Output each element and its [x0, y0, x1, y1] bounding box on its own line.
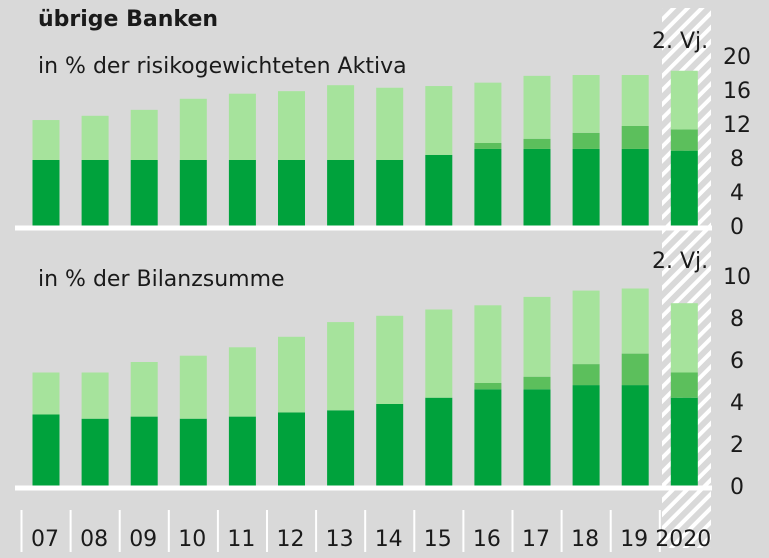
- bar-segment: [523, 389, 551, 488]
- bar-segment: [572, 75, 600, 133]
- annotation: 2. Vj.: [652, 29, 708, 54]
- bar-segment: [228, 347, 256, 417]
- bar-segment: [523, 376, 551, 390]
- y-tick-label: 12: [723, 113, 751, 138]
- bar-segment: [474, 148, 502, 228]
- bar-segment: [670, 303, 698, 373]
- x-tick-label: 17: [522, 527, 550, 552]
- bar-segment: [474, 383, 502, 390]
- y-tick-label: 6: [730, 349, 744, 374]
- bar-segment: [32, 414, 60, 488]
- x-tick-label: 13: [326, 527, 354, 552]
- y-tick-label: 10: [723, 265, 751, 290]
- bar-segment: [376, 315, 404, 404]
- bar-segment: [32, 160, 60, 228]
- bar-segment: [425, 154, 453, 228]
- bar-segment: [179, 418, 207, 488]
- bar-segment: [621, 353, 649, 386]
- bar-segment: [670, 397, 698, 488]
- bar-segment: [81, 160, 109, 228]
- bar-segment: [523, 138, 551, 149]
- y-tick-label: 0: [730, 475, 744, 500]
- y-tick-label: 8: [730, 307, 744, 332]
- bar-segment: [425, 86, 453, 155]
- bar-segment: [278, 412, 305, 488]
- x-tick-label: 12: [277, 527, 305, 552]
- x-tick-label: 08: [80, 527, 108, 552]
- bar-segment: [179, 355, 207, 419]
- bar-segment: [81, 115, 109, 160]
- bar-segment: [327, 85, 355, 160]
- bar-segment: [278, 160, 305, 228]
- bar-segment: [327, 410, 355, 488]
- bar-segment: [130, 109, 158, 160]
- bar-segment: [474, 305, 502, 383]
- bar-segment: [621, 148, 649, 228]
- y-tick-label: 2: [730, 433, 744, 458]
- bar-segment: [327, 160, 355, 228]
- bar-segment: [425, 309, 453, 398]
- bar-segment: [32, 372, 60, 415]
- bar-segment: [523, 148, 551, 228]
- bar-segment: [278, 91, 305, 160]
- x-tick-label: 11: [227, 527, 255, 552]
- chart-title: übrige Banken: [38, 7, 218, 32]
- bar-segment: [670, 129, 698, 151]
- bar-segment: [572, 290, 600, 365]
- bar-segment: [228, 416, 256, 488]
- bar-segment: [81, 418, 109, 488]
- bar-segment: [670, 70, 698, 130]
- bar-segment: [474, 389, 502, 488]
- bar-segment: [376, 404, 404, 488]
- bar-segment: [278, 336, 305, 413]
- annotation: 2. Vj.: [652, 249, 708, 274]
- x-tick-label: 16: [473, 527, 501, 552]
- y-tick-label: 0: [730, 215, 744, 240]
- x-tick-label: 07: [31, 527, 59, 552]
- bar-segment: [523, 75, 551, 139]
- bar-segment: [474, 82, 502, 143]
- bar-segment: [327, 322, 355, 411]
- x-tick-label: 19: [620, 527, 648, 552]
- bar-segment: [179, 160, 207, 228]
- bar-segment: [228, 93, 256, 160]
- bar-segment: [572, 132, 600, 149]
- bar-segment: [228, 160, 256, 228]
- y-tick-label: 16: [723, 79, 751, 104]
- x-tick-label: 2020: [655, 527, 711, 552]
- bar-segment: [670, 372, 698, 398]
- subtitle: in % der risikogewichteten Aktiva: [38, 54, 407, 79]
- y-tick-label: 8: [730, 147, 744, 172]
- bar-segment: [572, 364, 600, 386]
- x-tick-label: 09: [129, 527, 157, 552]
- bar-segment: [32, 120, 60, 160]
- bar-segment: [621, 75, 649, 126]
- bar-segment: [425, 397, 453, 488]
- x-tick-label: 18: [571, 527, 599, 552]
- bar-segment: [474, 143, 502, 149]
- bar-segment: [376, 160, 404, 228]
- bar-segment: [130, 160, 158, 228]
- x-tick-label: 10: [178, 527, 206, 552]
- subtitle: in % der Bilanzsumme: [38, 267, 285, 292]
- bar-segment: [621, 126, 649, 149]
- bar-segment: [130, 362, 158, 417]
- bar-segment: [81, 372, 109, 419]
- bar-segment: [179, 98, 207, 160]
- bar-segment: [130, 416, 158, 488]
- bar-segment: [572, 385, 600, 488]
- bar-segment: [670, 150, 698, 228]
- x-tick-label: 15: [424, 527, 452, 552]
- y-tick-label: 4: [730, 391, 744, 416]
- y-tick-label: 4: [730, 181, 744, 206]
- bar-segment: [621, 385, 649, 488]
- bar-segment: [621, 288, 649, 354]
- y-tick-label: 20: [723, 45, 751, 70]
- bar-segment: [376, 87, 404, 160]
- bar-segment: [572, 148, 600, 228]
- x-tick-label: 14: [375, 527, 403, 552]
- bar-segment: [523, 296, 551, 377]
